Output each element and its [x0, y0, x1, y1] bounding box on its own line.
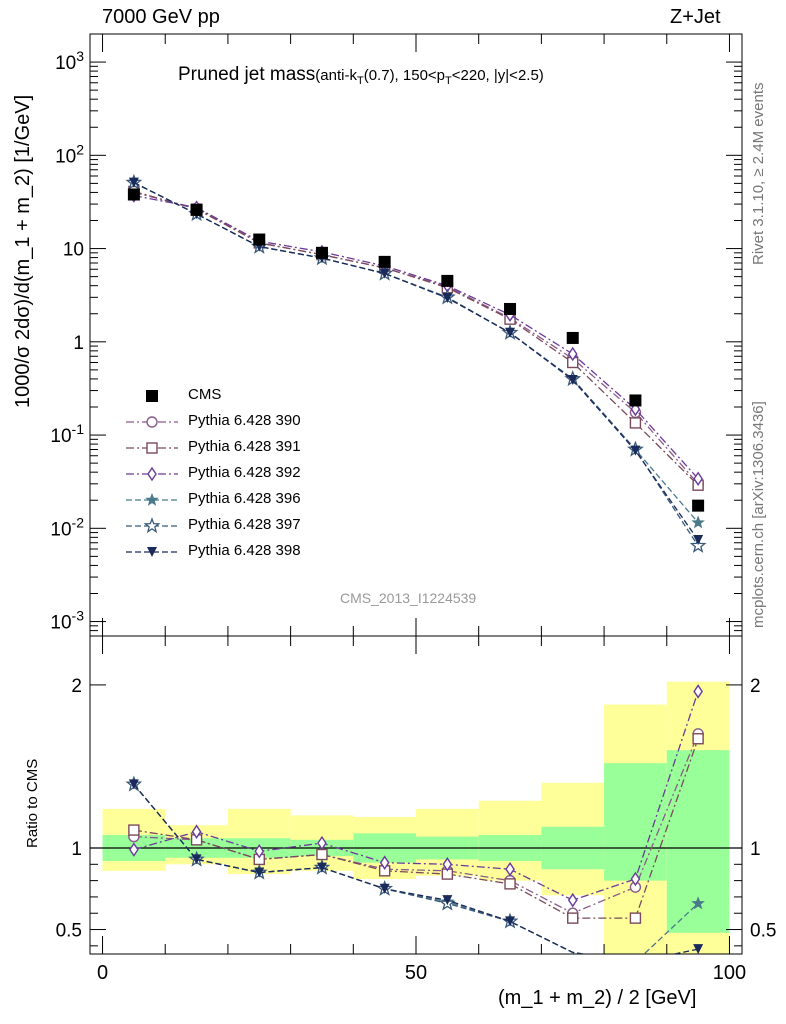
cms-data-point: [378, 255, 391, 268]
ratio-y-tick-label-right: 0.5: [750, 921, 776, 942]
legend-marker-0: [146, 416, 158, 428]
legend-marker-4: [143, 517, 161, 534]
x-axis-label: (m_1 + m_2) / 2 [GeV]: [498, 987, 697, 1009]
legend-marker-2: [147, 466, 157, 482]
series-2-point: [567, 346, 578, 362]
ratio-line-0: [133, 733, 699, 914]
x-tick-label: 0: [97, 962, 108, 984]
y-tick-label: 102: [55, 141, 84, 167]
ratio-y-tick-label-right: 2: [750, 676, 761, 697]
cms-data-point: [441, 274, 454, 287]
ratio-1-point: [629, 912, 642, 924]
series-5-point: [505, 327, 516, 338]
cms-data-point: [566, 331, 579, 344]
ratio-2-point: [630, 871, 641, 887]
series-3-point: [691, 515, 705, 529]
ratio-5-point: [254, 867, 265, 878]
series-5-point: [442, 293, 453, 304]
ratio-2-point: [191, 824, 202, 839]
ratio-2-point: [567, 892, 578, 908]
legend-label-398: Pythia 6.428 398: [188, 542, 301, 559]
series-5-point: [567, 374, 578, 385]
x-tick-label: 50: [405, 962, 427, 984]
series-5-point: [379, 268, 390, 279]
series-line-5: [133, 182, 699, 541]
ratio-5-point: [505, 916, 516, 927]
plot-title: Pruned jet mass(anti-kT(0.7), 150<pT<220…: [178, 64, 544, 87]
ratio-2-point: [129, 842, 139, 857]
x-tick-label: 100: [713, 962, 746, 984]
series-5-point: [128, 177, 139, 188]
ratio-5-point: [191, 854, 202, 865]
legend-marker-5: [147, 547, 157, 557]
ratio-y-axis-label: Ratio to CMS: [24, 758, 41, 848]
series-4-point: [689, 536, 707, 553]
cms-data-point: [692, 499, 705, 512]
cms-data-point: [190, 203, 203, 216]
ratio-2-point: [505, 861, 515, 877]
ratio-y-tick-label-right: 1: [750, 839, 761, 860]
y-tick-label: 1: [73, 333, 84, 354]
legend-marker-3: [145, 492, 159, 506]
cms-data-point: [629, 394, 642, 407]
cms-data-point: [315, 246, 328, 259]
series-1-point: [629, 417, 642, 429]
ratio-1-point: [128, 824, 140, 836]
ratio-2-point: [317, 835, 327, 851]
y-tick-label: 10-2: [50, 514, 84, 540]
ratio-5-point: [128, 779, 139, 790]
cms-data-point: [127, 188, 140, 201]
legend-label-390: Pythia 6.428 390: [188, 412, 301, 429]
legend-marker-1: [146, 442, 158, 454]
series-line-2: [133, 194, 699, 480]
y-tick-label: 103: [55, 48, 84, 74]
legend-label-391: Pythia 6.428 391: [188, 438, 301, 455]
main-y-axis-label: 1000/σ 2dσ)/d(m_1 + m_2) [1/GeV]: [12, 94, 34, 408]
ratio-3-point: [691, 896, 705, 910]
y-tick-label: 10-1: [50, 421, 84, 447]
ratio-1-point: [316, 848, 328, 861]
cms-data-point: [504, 302, 517, 315]
ratio-2-point: [693, 684, 703, 699]
y-tick-label: 10: [63, 240, 84, 261]
ratio-2-point: [442, 857, 453, 872]
ratio-1-point: [692, 733, 704, 745]
ratio-1-point: [567, 912, 579, 924]
ratio-1-point: [504, 878, 516, 890]
cms-data-point: [253, 233, 266, 246]
plot-title-main: Pruned jet mass: [178, 64, 316, 85]
ratio-y-tick-label-left: 1: [71, 839, 82, 860]
ratio-line-5: [133, 783, 699, 954]
ratio-y-tick-label-left: 2: [71, 676, 82, 697]
ratio-line-1: [133, 738, 699, 919]
ratio-5-point: [379, 883, 390, 894]
ratio-5-point: [442, 895, 453, 906]
ratio-5-point: [693, 944, 704, 955]
rivet-version-label: Rivet 3.1.10, ≥ 2.4M events: [750, 82, 767, 266]
series-line-1: [133, 190, 699, 486]
y-tick-label: 10-3: [50, 608, 84, 634]
ratio-5-point: [316, 862, 327, 873]
legend-label-cms: CMS: [188, 386, 222, 403]
legend-label-392: Pythia 6.428 392: [188, 464, 301, 481]
energy-label: 7000 GeV pp: [102, 6, 220, 28]
ratio-2-point: [379, 855, 390, 870]
ratio-line-2: [133, 691, 699, 901]
green-band-8: [604, 763, 667, 881]
ratio-y-tick-label-left: 0.5: [56, 921, 82, 942]
series-5-point: [693, 534, 704, 545]
ratio-2-point: [254, 844, 265, 859]
legend-label-397: Pythia 6.428 397: [188, 516, 301, 533]
plot-title-cuts: (anti-kT(0.7), 150<pT<220, |y|<2.5): [315, 67, 544, 87]
mcplots-label: mcplots.cern.ch [arXiv:1306.3436]: [750, 401, 767, 628]
series-5-point: [630, 445, 641, 456]
legend-marker-cms: [146, 390, 158, 402]
legend-label-396: Pythia 6.428 396: [188, 490, 301, 507]
analysis-tag: CMS_2013_I1224539: [340, 590, 477, 606]
series-2-point: [693, 471, 703, 487]
process-label: Z+Jet: [670, 6, 721, 28]
